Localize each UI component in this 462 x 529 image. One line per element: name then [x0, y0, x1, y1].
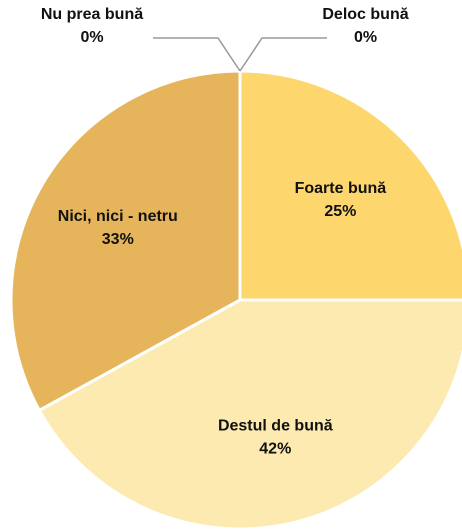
slice-value-label: 33%: [102, 231, 134, 248]
slice-value-label: 0%: [80, 29, 103, 46]
slice-value-label: 0%: [354, 29, 377, 46]
slice-label: Nu prea bună: [41, 6, 143, 23]
pie-slice: [238, 69, 462, 302]
pie-slice: [37, 298, 462, 529]
pie-slice: [9, 69, 242, 413]
slice-label: Deloc bună: [322, 6, 408, 23]
slice-value-label: 25%: [324, 203, 356, 220]
slice-label: Destul de bună: [218, 418, 333, 435]
slice-label: Foarte bună: [295, 180, 387, 197]
leader-line: [153, 37, 241, 72]
leader-line: [239, 37, 327, 72]
slice-value-label: 42%: [259, 441, 291, 458]
slice-label: Nici, nici - netru: [58, 208, 178, 225]
